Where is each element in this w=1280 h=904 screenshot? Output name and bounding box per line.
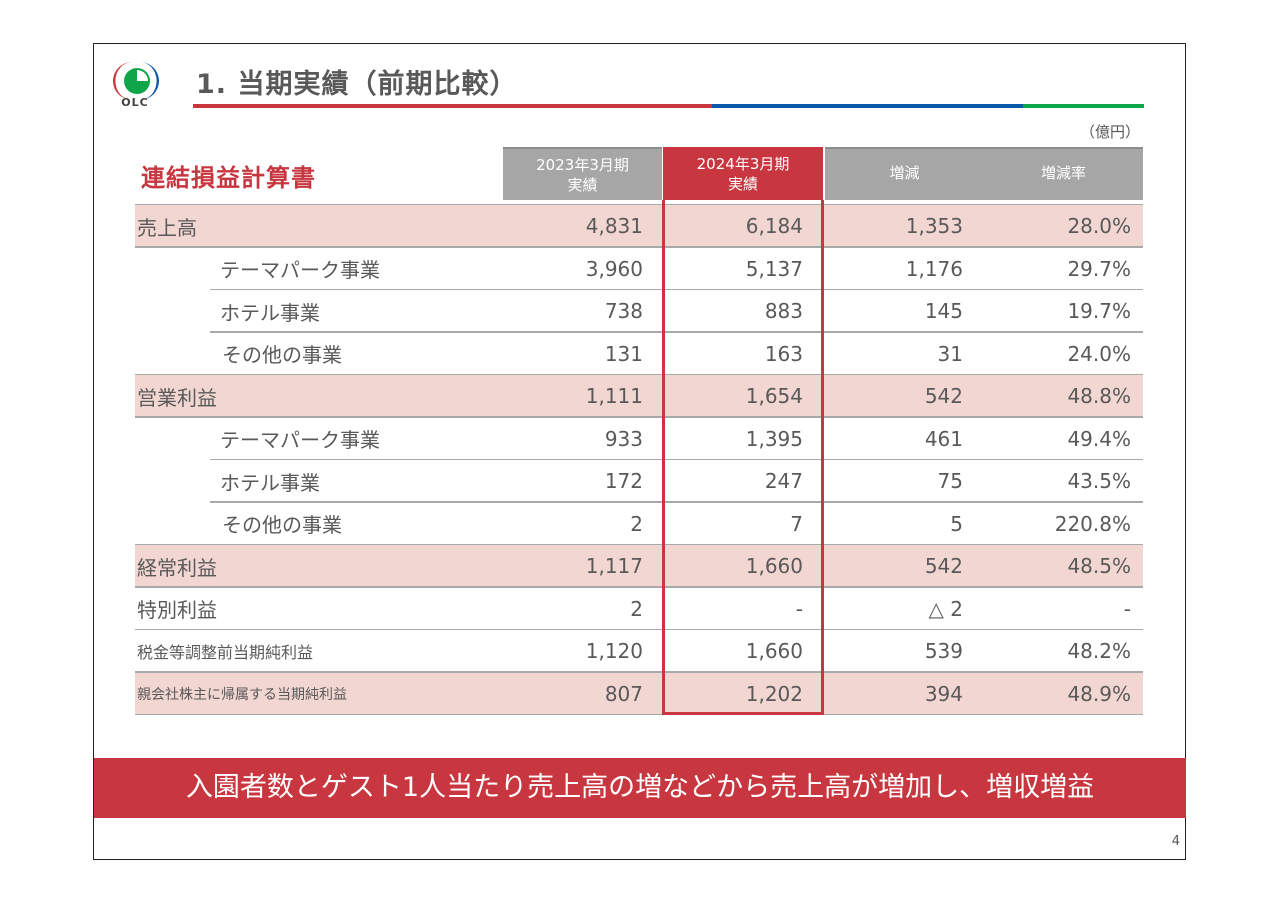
title-rule-blue: [712, 104, 1023, 108]
header-fy2023-actual: 実績: [567, 175, 598, 194]
cell-rate: 24.0%: [1067, 341, 1131, 366]
cell-rate: 49.4%: [1067, 426, 1131, 451]
cell-rate: -: [1123, 596, 1131, 621]
cell-change: 75: [937, 469, 963, 494]
cell-rate: 29.7%: [1067, 256, 1131, 281]
cell-change: 1,176: [905, 256, 963, 281]
row-label: 営業利益: [137, 385, 217, 410]
page-number: 4: [1171, 834, 1180, 849]
cell-fy2023: 2: [630, 596, 643, 621]
row-label: ホテル事業: [220, 300, 320, 325]
cell-fy2023: 807: [604, 681, 643, 706]
cell-fy2023: 4,831: [585, 214, 643, 239]
olc-logo-icon: [112, 62, 160, 100]
cell-fy2024: 163: [764, 341, 803, 366]
unit-label: （億円）: [1079, 123, 1140, 141]
header-fy2023-period: 2023年3月期: [536, 155, 629, 174]
cell-fy2023: 172: [604, 469, 643, 494]
row-label: 売上高: [137, 215, 197, 240]
header-fy2024-period: 2024年3月期: [696, 154, 790, 173]
header-change-rate: 増減率: [1040, 164, 1086, 182]
cell-change: 31: [937, 341, 963, 366]
row-label: ホテル事業: [220, 470, 320, 495]
page-title: 1. 当期実績（前期比較）: [196, 69, 518, 100]
cell-rate: 19.7%: [1067, 299, 1131, 324]
cell-fy2023: 1,111: [585, 384, 643, 409]
cell-rate: 48.9%: [1067, 681, 1131, 706]
cell-fy2023: 3,960: [585, 256, 643, 281]
table-row-oi-hotel: ホテル事業 172 247 75 43.5%: [135, 460, 1143, 503]
cell-fy2024: 1,660: [745, 639, 803, 664]
row-label: テーマパーク事業: [220, 258, 380, 283]
cell-fy2024: 1,202: [745, 681, 803, 706]
cell-fy2024: 6,184: [745, 214, 803, 239]
table-row-operating-income: 営業利益 1,111 1,654 542 48.8%: [135, 375, 1143, 418]
title-rule-green: [1023, 104, 1144, 108]
cell-fy2024: -: [795, 596, 803, 621]
row-label: テーマパーク事業: [220, 428, 380, 453]
row-label: 税金等調整前当期純利益: [137, 643, 314, 663]
cell-fy2024: 1,654: [745, 384, 803, 409]
cell-fy2023: 2: [630, 511, 643, 536]
table-row-sales-theme-park: テーマパーク事業 3,960 5,137 1,176 29.7%: [135, 248, 1143, 291]
table-row-net-sales: 売上高 4,831 6,184 1,353 28.0%: [135, 204, 1143, 248]
table-row-pretax-income: 税金等調整前当期純利益 1,120 1,660 539 48.2%: [135, 630, 1143, 673]
header-fy2023: 2023年3月期 実績: [503, 147, 662, 200]
row-label: その他の事業: [222, 343, 342, 368]
table-row-oi-other: その他の事業 2 7 5 220.8%: [135, 503, 1143, 546]
cell-change: 539: [924, 639, 963, 664]
cell-fy2024: 247: [764, 469, 803, 494]
table-row-ordinary-income: 経常利益 1,117 1,660 542 48.5%: [135, 545, 1143, 588]
cell-fy2024: 5,137: [745, 256, 803, 281]
cell-fy2023: 1,120: [585, 639, 643, 664]
logo-text: OLC: [121, 96, 149, 109]
statement-title: 連結損益計算書: [141, 164, 316, 192]
row-label: その他の事業: [222, 513, 342, 538]
cell-fy2024: 883: [764, 299, 803, 324]
cell-rate: 43.5%: [1067, 469, 1131, 494]
table-row-sales-other: その他の事業 131 163 31 24.0%: [135, 333, 1143, 376]
cell-rate: 48.2%: [1067, 639, 1131, 664]
cell-fy2023: 933: [604, 426, 643, 451]
cell-change: △ 2: [928, 596, 963, 621]
header-change-group: 増減 増減率: [825, 147, 1143, 200]
cell-change: 5: [950, 511, 963, 536]
table-row-sales-hotel: ホテル事業 738 883 145 19.7%: [135, 290, 1143, 333]
cell-change: 542: [924, 554, 963, 579]
cell-change: 394: [924, 681, 963, 706]
cell-rate: 28.0%: [1067, 214, 1131, 239]
header-fy2024: 2024年3月期 実績: [663, 147, 823, 200]
cell-fy2024: 1,395: [745, 426, 803, 451]
cell-rate: 48.5%: [1067, 554, 1131, 579]
summary-banner: 入園者数とゲスト1人当たり売上高の増などから売上高が増加し、増収増益: [94, 758, 1186, 818]
row-label: 経常利益: [137, 555, 217, 580]
cell-change: 542: [924, 384, 963, 409]
cell-change: 461: [924, 426, 963, 451]
table-row-oi-theme-park: テーマパーク事業 933 1,395 461 49.4%: [135, 418, 1143, 461]
table-row-net-income-parent: 親会社株主に帰属する当期純利益 807 1,202 394 48.9%: [135, 672, 1143, 715]
cell-fy2023: 1,117: [585, 554, 643, 579]
cell-fy2024: 7: [790, 511, 803, 536]
row-label: 特別利益: [137, 598, 217, 623]
cell-change: 145: [924, 299, 963, 324]
income-statement-table: 売上高 4,831 6,184 1,353 28.0% テーマパーク事業 3,9…: [135, 204, 1143, 715]
cell-rate: 48.8%: [1067, 384, 1131, 409]
cell-fy2023: 131: [604, 341, 643, 366]
header-change: 増減: [889, 164, 920, 182]
cell-fy2023: 738: [604, 299, 643, 324]
cell-rate: 220.8%: [1054, 511, 1131, 536]
cell-change: 1,353: [905, 214, 963, 239]
table-row-extraordinary-income: 特別利益 2 - △ 2 -: [135, 588, 1143, 631]
cell-fy2024: 1,660: [745, 554, 803, 579]
title-rule-red: [193, 104, 712, 108]
row-label: 親会社株主に帰属する当期純利益: [137, 686, 347, 703]
header-fy2024-actual: 実績: [727, 174, 758, 193]
